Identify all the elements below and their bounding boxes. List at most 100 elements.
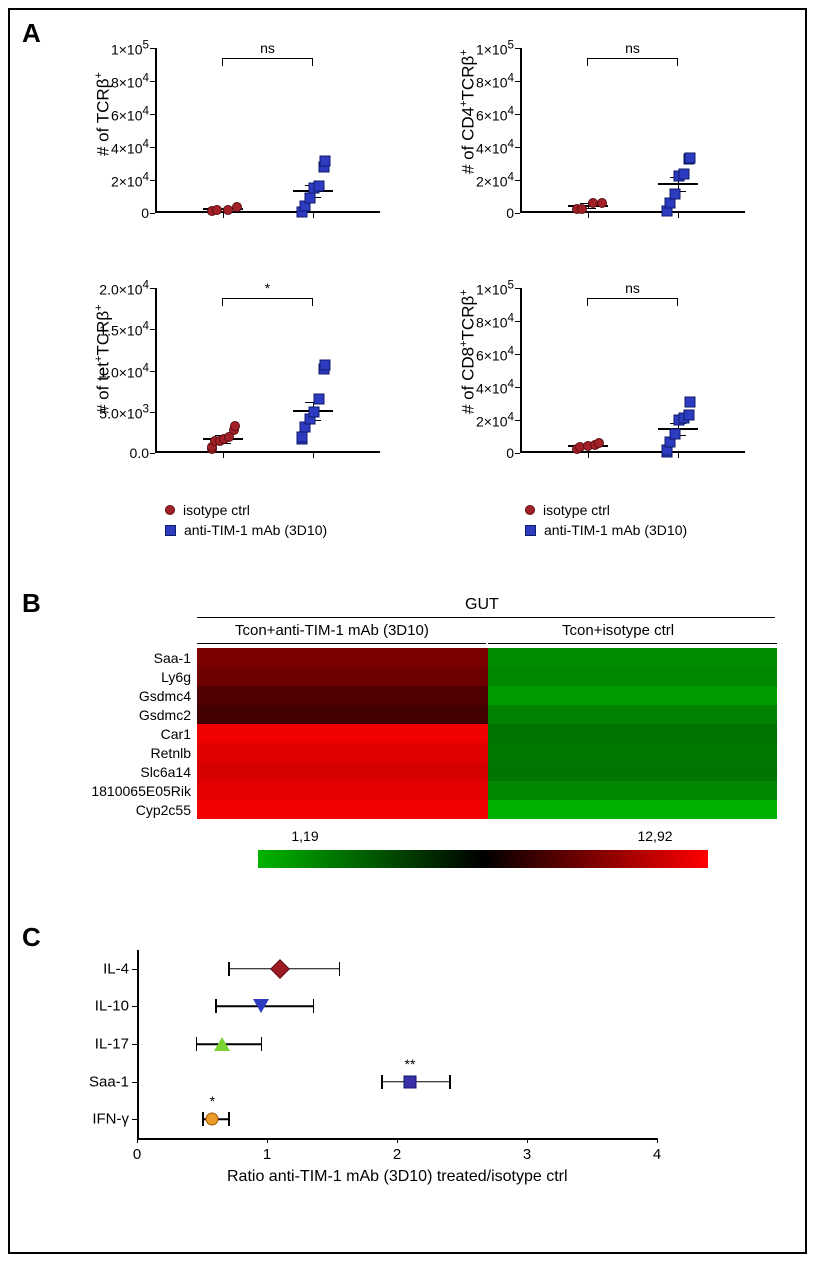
heatmap-row-label: Ly6g bbox=[161, 669, 197, 685]
legend-isotype-label-r: isotype ctrl bbox=[543, 502, 610, 518]
ytick-label: 4×104 bbox=[476, 378, 520, 397]
sig-bracket bbox=[588, 58, 678, 59]
ytick-label: 8×104 bbox=[476, 72, 520, 91]
error-cap bbox=[449, 1075, 451, 1089]
colorbar-min: 1,19 bbox=[291, 828, 318, 844]
forest-marker bbox=[253, 999, 269, 1013]
xtick bbox=[397, 1138, 398, 1143]
x-axis bbox=[520, 211, 745, 213]
heatmap-cell bbox=[488, 800, 777, 819]
heatmap-cell bbox=[488, 743, 777, 762]
heatmap-cell bbox=[197, 781, 488, 800]
forest-marker bbox=[206, 1113, 219, 1126]
forest-marker bbox=[214, 1037, 230, 1051]
ytick-label: 4×104 bbox=[111, 138, 155, 157]
y-axis bbox=[520, 288, 522, 453]
heatmap-cell bbox=[488, 781, 777, 800]
error-cap bbox=[202, 1112, 204, 1126]
legend-anti-tim1-r: anti-TIM-1 mAb (3D10) bbox=[525, 522, 687, 538]
heatmap-cell bbox=[197, 724, 488, 743]
xtick bbox=[678, 213, 679, 218]
error-cap bbox=[313, 999, 315, 1013]
legend-right: isotype ctrl anti-TIM-1 mAb (3D10) bbox=[525, 498, 687, 538]
xtick-label: 4 bbox=[653, 1146, 661, 1163]
heatmap-row bbox=[197, 648, 777, 667]
panel-a-label: A bbox=[22, 18, 41, 49]
xtick bbox=[588, 213, 589, 218]
xtick-label: 0 bbox=[133, 1146, 141, 1163]
ytick-label: 6×104 bbox=[476, 105, 520, 124]
xtick bbox=[223, 213, 224, 218]
heatmap-cell bbox=[488, 648, 777, 667]
error-cap bbox=[228, 1112, 230, 1126]
ytick-label: 1×105 bbox=[476, 39, 520, 58]
legend-isotype-r: isotype ctrl bbox=[525, 502, 687, 518]
data-point bbox=[314, 180, 325, 191]
heatmap-cell bbox=[197, 686, 488, 705]
heatmap-row-label: Gsdmc2 bbox=[139, 707, 197, 723]
heatmap-title: GUT bbox=[465, 596, 499, 614]
forest-ylabel: IL-17 bbox=[95, 1036, 137, 1053]
ytick-label: 2×104 bbox=[476, 411, 520, 430]
y-axis bbox=[155, 288, 157, 453]
forest-ylabel: IL-4 bbox=[103, 960, 137, 977]
xtick bbox=[313, 213, 314, 218]
ytick-label: 0.0 bbox=[130, 445, 155, 461]
error-cap bbox=[196, 1037, 198, 1051]
legend-left: isotype ctrl anti-TIM-1 mAb (3D10) bbox=[165, 498, 327, 538]
heatmap-hr bbox=[197, 617, 775, 618]
heatmap-cell bbox=[488, 705, 777, 724]
legend-isotype: isotype ctrl bbox=[165, 502, 327, 518]
heatmap-row bbox=[197, 781, 777, 800]
panel-c-label: C bbox=[22, 922, 41, 953]
sig-bracket-leg bbox=[312, 298, 314, 306]
x-axis bbox=[520, 451, 745, 453]
ytick-label: 6×104 bbox=[476, 345, 520, 364]
ytick-label: 0 bbox=[506, 205, 520, 221]
heatmap-cell bbox=[197, 800, 488, 819]
heatmap-row-label: Retnlb bbox=[151, 745, 197, 761]
legend-anti-tim1-label: anti-TIM-1 mAb (3D10) bbox=[184, 522, 327, 538]
ytick-label: 1×105 bbox=[476, 279, 520, 298]
heatmap-cell bbox=[197, 648, 488, 667]
legend-isotype-marker-r bbox=[525, 505, 535, 515]
data-point bbox=[305, 193, 316, 204]
colorbar-gradient bbox=[258, 850, 708, 868]
xtick bbox=[678, 453, 679, 458]
xtick bbox=[527, 1138, 528, 1143]
heatmap-cell bbox=[197, 762, 488, 781]
heatmap-grid: Saa-1Ly6gGsdmc4Gsdmc2Car1RetnlbSlc6a1418… bbox=[197, 648, 777, 819]
ytick-label: 2×104 bbox=[476, 171, 520, 190]
heatmap-row bbox=[197, 705, 777, 724]
data-point bbox=[320, 359, 331, 370]
legend-anti-tim1-marker-r bbox=[525, 525, 536, 536]
data-point bbox=[320, 156, 331, 167]
heatmap-row bbox=[197, 800, 777, 819]
ytick-label: 1.0×104 bbox=[99, 361, 155, 380]
data-point bbox=[670, 429, 681, 440]
xtick bbox=[588, 453, 589, 458]
sig-bracket-leg bbox=[587, 298, 589, 306]
scatter-cd4: # of CD4+TCRβ+02×1044×1046×1048×1041×105… bbox=[520, 48, 745, 213]
heatmap-row bbox=[197, 743, 777, 762]
heatmap-cell bbox=[488, 667, 777, 686]
sig-bracket bbox=[223, 58, 313, 59]
data-point bbox=[212, 205, 222, 215]
forest-ylabel: IL-10 bbox=[95, 998, 137, 1015]
ytick-label: 0 bbox=[506, 445, 520, 461]
sig-bracket-leg bbox=[677, 58, 679, 66]
data-point bbox=[594, 438, 604, 448]
sig-label: ns bbox=[260, 40, 275, 56]
data-point bbox=[597, 198, 607, 208]
panel-c: 01234Ratio anti-TIM-1 mAb (3D10) treated… bbox=[137, 950, 657, 1180]
forest-marker bbox=[404, 1075, 417, 1088]
forest-ylabel: Saa-1 bbox=[89, 1073, 137, 1090]
sig-label: ns bbox=[625, 280, 640, 296]
error-cap bbox=[339, 962, 341, 976]
sig-label: ** bbox=[405, 1056, 416, 1072]
ytick-label: 1×105 bbox=[111, 39, 155, 58]
heatmap-cell bbox=[488, 686, 777, 705]
xtick bbox=[137, 1138, 138, 1143]
ytick-label: 8×104 bbox=[476, 312, 520, 331]
x-axis bbox=[155, 451, 380, 453]
